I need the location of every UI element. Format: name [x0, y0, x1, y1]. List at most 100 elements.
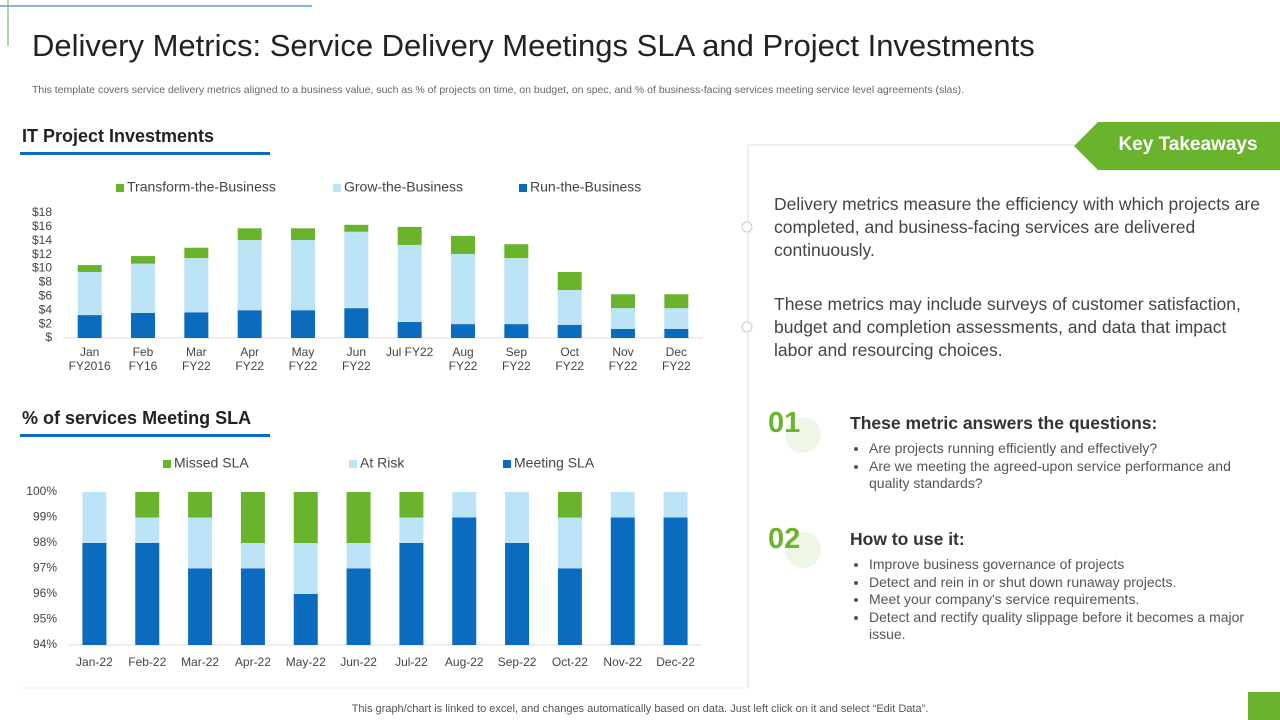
bar-segment: [131, 313, 155, 338]
bar-segment: [293, 543, 318, 594]
legend-swatch: [163, 460, 171, 468]
legend-label: Run-the-Business: [530, 179, 641, 195]
x-tick-label: Dec-22: [656, 655, 695, 669]
bar-segment: [557, 324, 582, 338]
bar-segment: [77, 315, 102, 338]
bullet: Are we meeting the agreed-upon service p…: [869, 458, 1259, 493]
bar-segment: [240, 568, 265, 645]
y-tick-label: $18: [32, 205, 52, 219]
x-tick-label: Oct-22: [551, 655, 588, 669]
bar-segment: [663, 492, 688, 518]
legend-label: Missed SLA: [174, 455, 249, 471]
y-tick-label: 99%: [33, 510, 57, 524]
bar-segment: [451, 235, 475, 254]
bar-segment: [135, 543, 160, 645]
bar-segment: [188, 568, 213, 645]
bar-segment: [344, 308, 369, 338]
x-tick-label: Jul-22: [395, 655, 428, 669]
bullet: Improve business governance of projects: [869, 556, 1259, 574]
panel-dot: [741, 321, 753, 333]
title-underline: [20, 434, 270, 437]
bar-segment: [188, 517, 213, 569]
bar-segment: [344, 224, 369, 232]
legend-swatch: [333, 184, 341, 192]
bar-segment: [505, 543, 530, 645]
bar-segment: [240, 543, 265, 569]
bar-segment: [610, 517, 635, 645]
bar-segment: [504, 324, 529, 338]
bar-segment: [188, 492, 213, 518]
bullet-list: Improve business governance of projectsD…: [850, 556, 1259, 644]
y-tick-label: $2: [39, 316, 53, 330]
bar-segment: [397, 322, 422, 338]
x-tick-label: Feb-22: [128, 655, 167, 669]
bar-segment: [611, 308, 635, 329]
chart-title: IT Project Investments: [22, 126, 214, 146]
x-tick-label: Apr-22: [234, 655, 271, 669]
item-heading: These metric answers the questions:: [850, 413, 1158, 433]
bar-segment: [291, 228, 315, 241]
bar-segment: [504, 244, 529, 259]
bar-segment: [237, 228, 262, 241]
y-tick-label: 98%: [33, 535, 57, 549]
bar-segment: [346, 543, 371, 569]
bar-segment: [557, 272, 582, 291]
y-tick-label: $4: [39, 302, 53, 316]
bar-segment: [82, 543, 107, 645]
bar-segment: [557, 290, 582, 325]
bar-segment: [131, 256, 155, 264]
bar-segment: [346, 492, 371, 543]
x-tick-label: Mar FY22: [181, 345, 211, 373]
legend-label: Transform-the-Business: [127, 179, 276, 195]
y-tick-label: $16: [32, 219, 52, 233]
x-tick-label: Nov FY22: [608, 345, 638, 373]
bullet: Detect and rectify quality slippage befo…: [869, 609, 1259, 644]
bar-segment: [237, 240, 262, 311]
bar-segment: [399, 543, 424, 645]
bar-segment: [452, 517, 477, 645]
y-tick-label: $14: [32, 233, 52, 247]
item-number: 01: [768, 407, 801, 439]
title-underline: [20, 152, 270, 155]
x-tick-label: May FY22: [288, 345, 318, 373]
footer-note: This graph/chart is linked to excel, and…: [351, 703, 929, 715]
x-tick-label: May-22: [285, 655, 326, 669]
takeaway-paragraph: These metrics may include surveys of cus…: [774, 294, 1241, 360]
bar-segment: [293, 594, 318, 645]
x-tick-label: Mar-22: [181, 655, 220, 669]
bar-segment: [399, 517, 424, 543]
panel-dot: [741, 221, 753, 233]
bar-segment: [397, 226, 422, 245]
x-tick-label: Dec FY22: [661, 345, 691, 373]
legend-swatch: [503, 460, 511, 468]
bar-segment: [82, 492, 107, 543]
x-tick-label: Oct FY22: [555, 345, 584, 373]
x-tick-label: Nov-22: [603, 655, 643, 669]
bar-segment: [237, 310, 262, 338]
x-tick-label: Sep-22: [497, 655, 537, 669]
bar-segment: [610, 492, 635, 518]
item-number: 02: [768, 523, 801, 555]
bar-segment: [77, 272, 102, 316]
bar-segment: [397, 244, 422, 323]
legend-swatch: [116, 184, 124, 192]
bar-segment: [399, 492, 424, 518]
bar-segment: [664, 328, 689, 338]
slide-title: Delivery Metrics: Service Delivery Meeti…: [32, 28, 1035, 63]
bar-segment: [611, 294, 635, 309]
y-tick-label: 96%: [33, 586, 57, 600]
takeaways-banner: [1074, 122, 1280, 170]
bar-segment: [664, 294, 689, 309]
y-tick-label: $8: [39, 275, 53, 289]
slide-subtitle: This template covers service delivery me…: [32, 84, 965, 96]
bullet: Detect and rein in or shut down runaway …: [869, 574, 1259, 592]
bar-segment: [184, 247, 209, 259]
number-bg: [785, 532, 821, 568]
y-tick-label: 95%: [33, 612, 57, 626]
bar-segment: [131, 263, 155, 313]
x-tick-label: Jun-22: [340, 655, 377, 669]
bar-segment: [77, 265, 102, 273]
bar-segment: [135, 492, 160, 518]
